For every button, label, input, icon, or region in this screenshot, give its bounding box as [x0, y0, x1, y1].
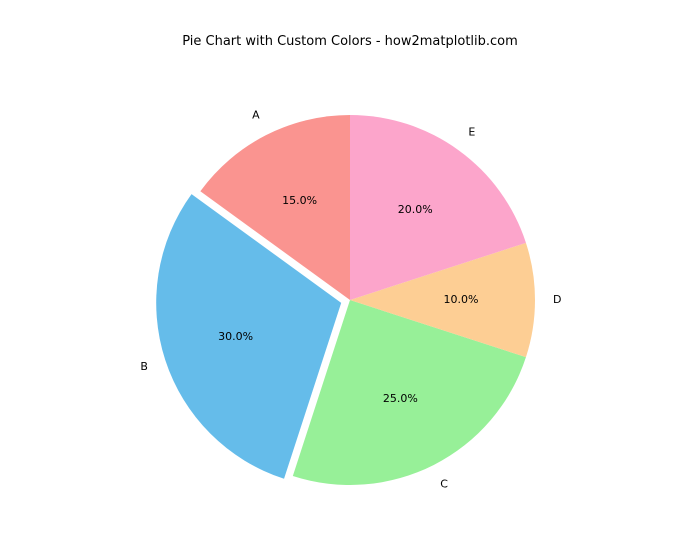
slice-label-b: B — [140, 360, 148, 373]
pie-chart-container: Pie Chart with Custom Colors - how2matpl… — [0, 0, 700, 560]
pct-label-b: 30.0% — [218, 330, 253, 343]
pct-label-e: 20.0% — [398, 203, 433, 216]
slice-label-d: D — [553, 293, 561, 306]
pct-label-d: 10.0% — [444, 293, 479, 306]
slice-label-a: A — [252, 108, 260, 121]
slice-label-c: C — [440, 478, 448, 491]
pie-chart: 15.0% A 30.0% B 25.0% C 10.0% D 20.0% E — [0, 0, 700, 560]
slice-label-e: E — [468, 125, 475, 138]
pct-label-c: 25.0% — [383, 392, 418, 405]
pct-label-a: 15.0% — [282, 194, 317, 207]
